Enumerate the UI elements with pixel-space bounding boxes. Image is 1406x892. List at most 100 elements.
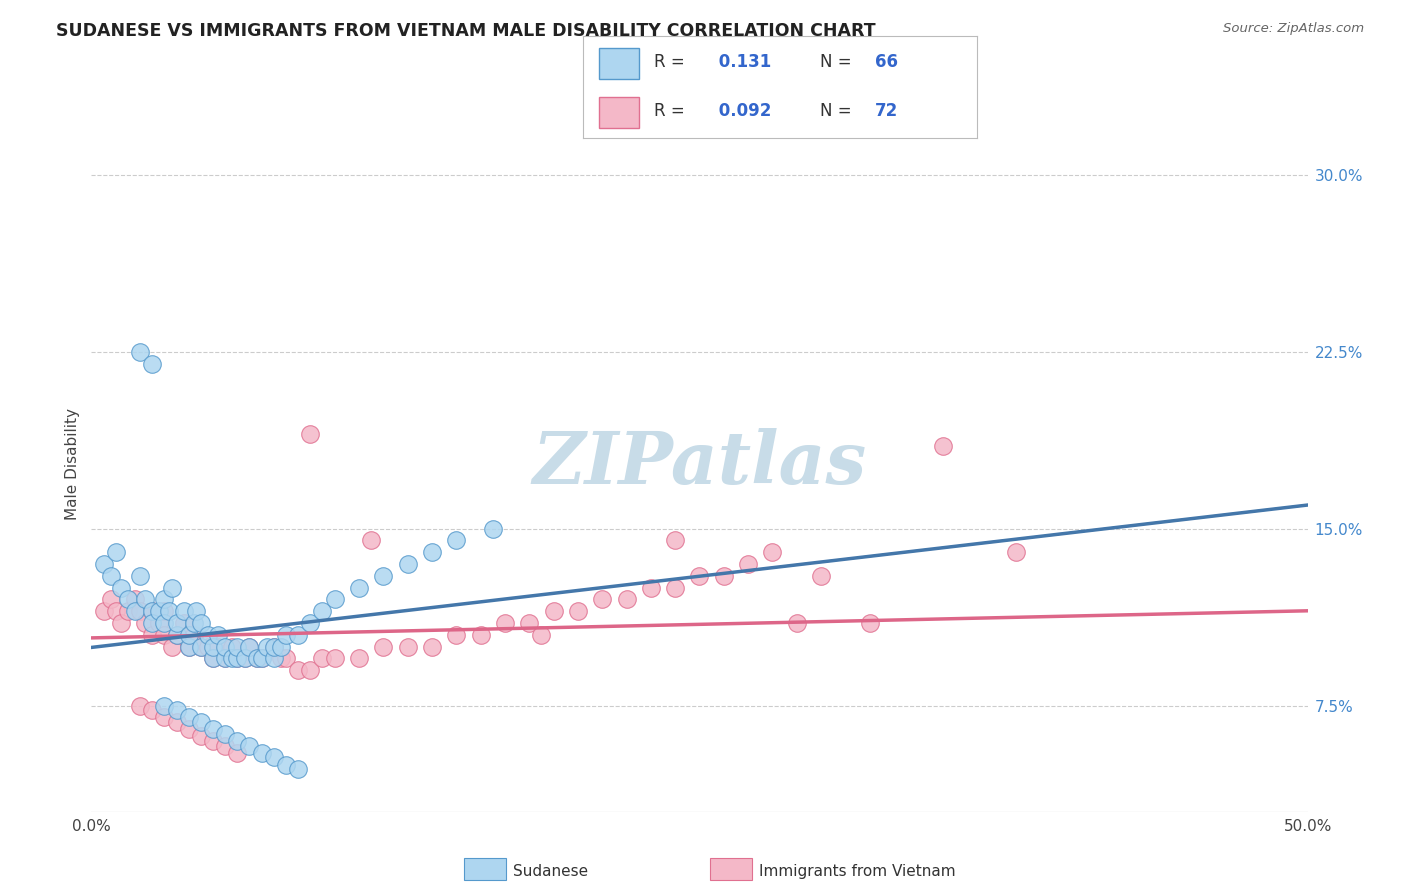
Point	[190, 640, 212, 654]
Point	[567, 604, 589, 618]
Point	[664, 533, 686, 548]
Point	[197, 628, 219, 642]
Point	[153, 604, 176, 618]
Point	[347, 581, 370, 595]
Point	[221, 640, 243, 654]
Point	[274, 651, 297, 665]
Point	[517, 615, 540, 630]
Point	[214, 640, 236, 654]
Point	[323, 651, 346, 665]
Point	[214, 651, 236, 665]
Point	[166, 628, 188, 642]
Point	[737, 557, 759, 571]
Text: R =: R =	[654, 102, 685, 120]
Point	[299, 615, 322, 630]
Point	[250, 651, 273, 665]
Point	[129, 344, 152, 359]
Point	[141, 628, 163, 642]
Point	[166, 628, 188, 642]
Point	[591, 592, 613, 607]
Point	[444, 628, 467, 642]
Point	[190, 640, 212, 654]
Point	[148, 604, 170, 618]
Point	[263, 651, 285, 665]
Point	[124, 592, 146, 607]
Point	[173, 604, 195, 618]
Point	[173, 615, 195, 630]
Point	[347, 651, 370, 665]
Point	[270, 640, 292, 654]
Point	[117, 604, 139, 618]
Point	[481, 522, 503, 536]
Point	[299, 663, 322, 677]
Point	[420, 545, 443, 559]
Text: 0.092: 0.092	[713, 102, 772, 120]
Point	[153, 710, 176, 724]
Point	[311, 604, 333, 618]
Point	[93, 557, 115, 571]
Point	[233, 651, 256, 665]
Point	[134, 592, 156, 607]
Point	[177, 722, 200, 736]
Point	[129, 604, 152, 618]
Point	[859, 615, 882, 630]
Point	[761, 545, 783, 559]
Point	[323, 592, 346, 607]
Point	[124, 604, 146, 618]
Point	[396, 640, 419, 654]
Point	[250, 746, 273, 760]
Point	[207, 640, 229, 654]
Point	[184, 604, 207, 618]
Text: 72: 72	[875, 102, 898, 120]
Point	[786, 615, 808, 630]
Point	[287, 628, 309, 642]
Point	[202, 722, 225, 736]
Point	[270, 651, 292, 665]
Point	[148, 615, 170, 630]
Point	[214, 739, 236, 753]
Point	[238, 640, 260, 654]
Text: N =: N =	[820, 102, 851, 120]
Point	[360, 533, 382, 548]
Point	[190, 729, 212, 743]
Bar	[599, 48, 638, 78]
Point	[287, 762, 309, 776]
Point	[197, 640, 219, 654]
Point	[100, 592, 122, 607]
Point	[190, 615, 212, 630]
Point	[713, 569, 735, 583]
Point	[688, 569, 710, 583]
Point	[177, 628, 200, 642]
Y-axis label: Male Disability: Male Disability	[65, 408, 80, 520]
Point	[202, 734, 225, 748]
Point	[141, 604, 163, 618]
Point	[226, 734, 249, 748]
Point	[141, 357, 163, 371]
Point	[160, 581, 183, 595]
Point	[238, 640, 260, 654]
Point	[274, 628, 297, 642]
Point	[420, 640, 443, 654]
Point	[664, 581, 686, 595]
Point	[110, 615, 132, 630]
Point	[1004, 545, 1026, 559]
Point	[226, 640, 249, 654]
Point	[931, 439, 953, 453]
Point	[207, 628, 229, 642]
Text: SUDANESE VS IMMIGRANTS FROM VIETNAM MALE DISABILITY CORRELATION CHART: SUDANESE VS IMMIGRANTS FROM VIETNAM MALE…	[56, 22, 876, 40]
Point	[640, 581, 662, 595]
Point	[287, 663, 309, 677]
Point	[202, 651, 225, 665]
Point	[226, 651, 249, 665]
Point	[238, 739, 260, 753]
Point	[177, 710, 200, 724]
Point	[93, 604, 115, 618]
Point	[183, 615, 205, 630]
Text: N =: N =	[820, 54, 851, 71]
Point	[190, 715, 212, 730]
Point	[494, 615, 516, 630]
Point	[214, 651, 236, 665]
Point	[470, 628, 492, 642]
Point	[141, 604, 163, 618]
Point	[153, 628, 176, 642]
